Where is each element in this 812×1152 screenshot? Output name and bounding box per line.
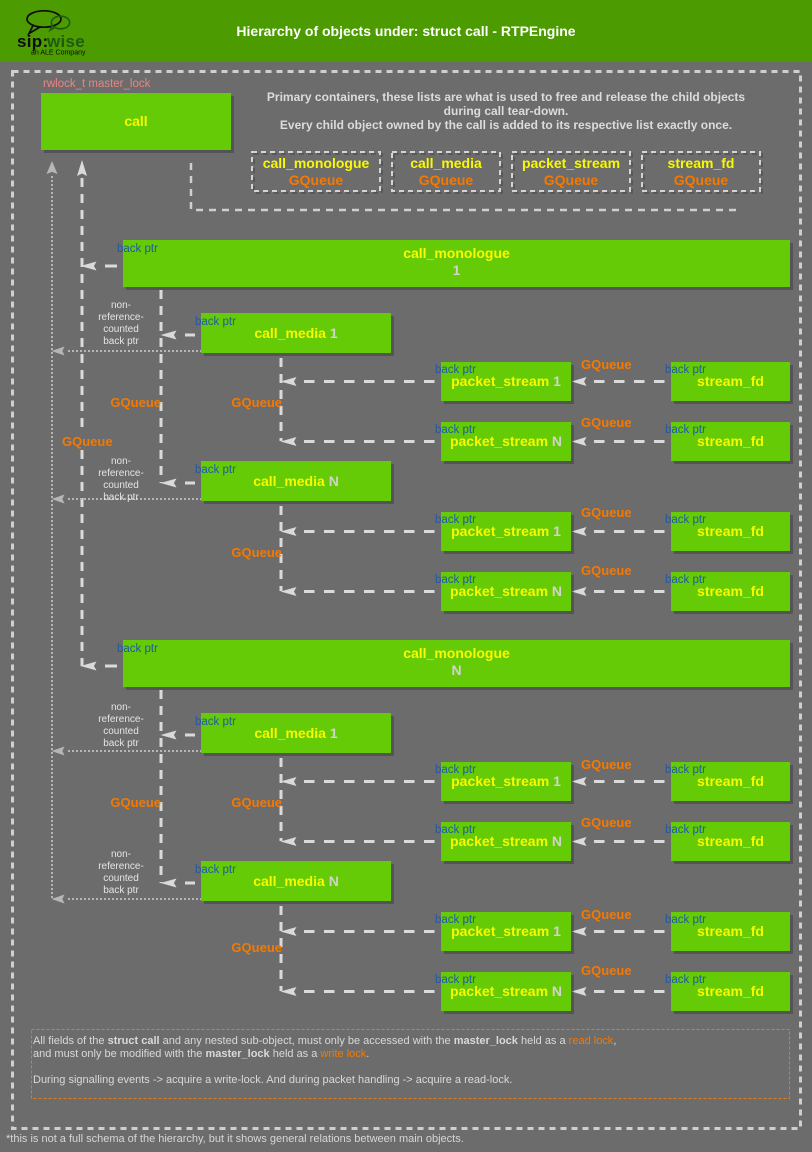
svg-text:wise: wise bbox=[46, 32, 85, 51]
svg-text:sip:: sip: bbox=[17, 32, 48, 51]
svg-text:an ALE Company: an ALE Company bbox=[31, 50, 86, 57]
